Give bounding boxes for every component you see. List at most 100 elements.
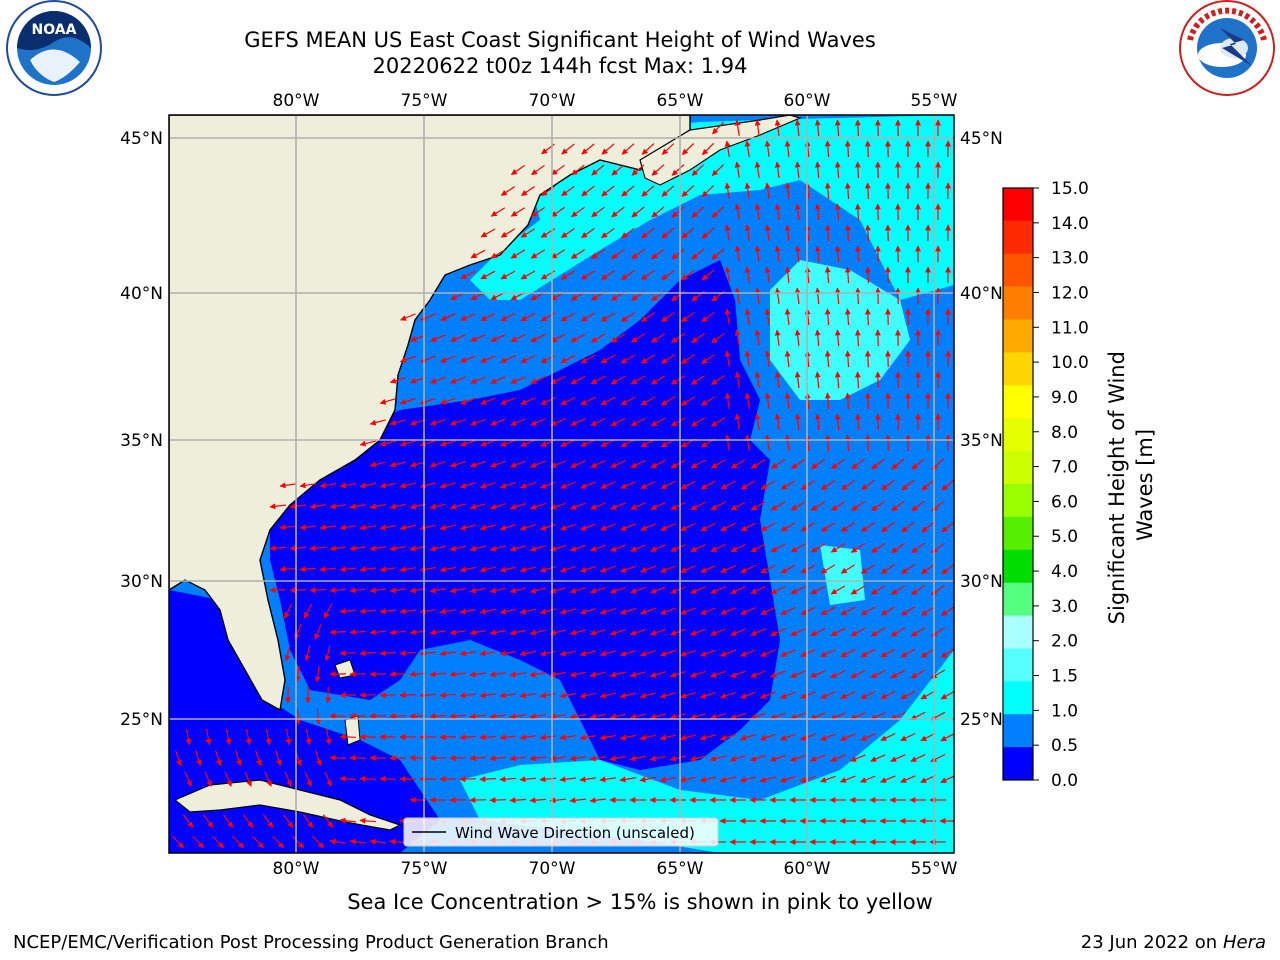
wind-wave-arrow [569,671,586,678]
wind-wave-arrow [440,355,456,363]
wind-wave-arrow [540,397,556,405]
wind-wave-arrow [649,671,666,678]
wind-wave-arrow [941,479,954,491]
wind-wave-arrow [509,797,527,804]
wind-wave-arrow [744,182,751,199]
wind-wave-arrow [799,775,816,783]
wind-wave-arrow [764,434,771,451]
wind-wave-arrow [389,419,406,426]
wind-wave-arrow [289,503,306,510]
wind-wave-arrow [724,308,731,325]
wind-wave-arrow [339,566,356,573]
wind-wave-arrow [911,500,925,512]
wind-wave-arrow [459,397,476,405]
wind-wave-arrow [509,545,526,552]
wind-wave-arrow [549,544,566,552]
host-name: Hera [1222,932,1266,953]
wind-wave-arrow [599,692,616,699]
wind-wave-arrow [429,376,446,384]
wind-wave-arrow [590,375,606,385]
wind-wave-arrow [399,355,416,363]
colorbar-tick-label: 4.0 [1051,562,1078,582]
wind-wave-arrow [854,161,861,179]
wind-wave-arrow [520,354,536,364]
wind-wave-arrow [419,650,437,657]
wind-wave-arrow [921,521,935,533]
wind-wave-arrow [479,482,496,489]
wind-wave-arrow [901,479,915,491]
wind-wave-arrow [529,755,546,762]
wind-wave-arrow [770,670,786,678]
wind-wave-arrow [699,734,716,741]
lat-labels-right: 45°N 40°N 35°N 30°N 25°N [960,129,1003,730]
wind-wave-arrow [419,524,436,531]
wind-wave-arrow [659,734,676,741]
wind-wave-arrow [830,501,845,511]
wind-wave-arrow [489,713,506,720]
wind-wave-arrow [880,690,896,700]
wind-wave-arrow [844,308,851,326]
wind-wave-arrow [539,776,557,783]
wind-wave-arrow [262,814,274,828]
wind-wave-arrow [759,691,776,699]
wind-wave-arrow [560,270,576,280]
wind-wave-arrow [681,142,695,156]
wind-wave-arrow [499,692,516,699]
wind-wave-arrow [710,543,726,553]
wind-wave-arrow [810,627,826,637]
credit-text: NCEP/EMC/Verification Post Processing Pr… [13,932,609,953]
wind-wave-arrow [629,671,646,678]
wind-wave-arrow [770,585,786,595]
wind-wave-arrow [570,460,586,468]
wind-wave-arrow [489,629,507,636]
wind-wave-arrow [479,776,497,783]
wind-wave-arrow [681,227,695,239]
wind-wave-arrow [265,728,272,746]
wind-wave-arrow [769,754,786,762]
wind-wave-arrow [540,439,556,447]
wind-wave-arrow [734,329,741,346]
wind-wave-arrow [910,585,925,595]
wind-wave-arrow [312,835,324,849]
wind-wave-arrow [450,376,466,384]
wind-wave-arrow [439,397,456,405]
wind-wave-arrow [630,502,646,510]
lat-label: 30°N [120,572,163,592]
wind-wave-arrow [880,733,896,741]
colorbar-tick-label: 7.0 [1051,458,1078,478]
wind-wave-arrow [750,543,766,553]
wind-wave-arrow [764,350,771,367]
wind-wave-arrow [754,161,761,178]
wind-wave-arrow [295,707,302,725]
wind-wave-arrow [309,587,327,594]
lat-labels-left: 45°N 40°N 35°N 30°N 25°N [120,129,163,730]
wind-wave-arrow [641,143,655,155]
wind-wave-arrow [740,522,756,532]
wind-wave-arrow [264,771,272,787]
wind-wave-arrow [700,565,716,573]
wind-wave-arrow [941,563,954,575]
wind-wave-arrow [719,776,736,783]
map-legend: Wind Wave Direction (unscaled) [403,817,719,847]
wind-wave-arrow [315,750,322,767]
wind-wave-arrow [770,459,786,469]
wind-wave-arrow [579,565,596,573]
lat-label: 30°N [960,572,1003,592]
wind-wave-arrow [549,587,566,594]
noaa-logo-text: NOAA [32,22,77,38]
wind-wave-arrow [600,312,616,322]
wind-wave-arrow [539,566,556,573]
wind-wave-arrow [659,776,676,783]
wind-wave-arrow [339,775,357,782]
wind-wave-arrow [192,835,204,849]
wind-wave-arrow [710,628,726,636]
wind-wave-arrow [639,734,656,741]
wind-wave-arrow [669,628,686,636]
wind-wave-arrow [671,248,685,260]
wind-wave-arrow [500,312,516,322]
wind-wave-arrow [649,713,666,720]
wind-wave-arrow [399,482,416,489]
wind-wave-arrow [754,287,761,304]
wind-wave-arrow [740,564,756,574]
wind-wave-arrow [599,650,616,657]
